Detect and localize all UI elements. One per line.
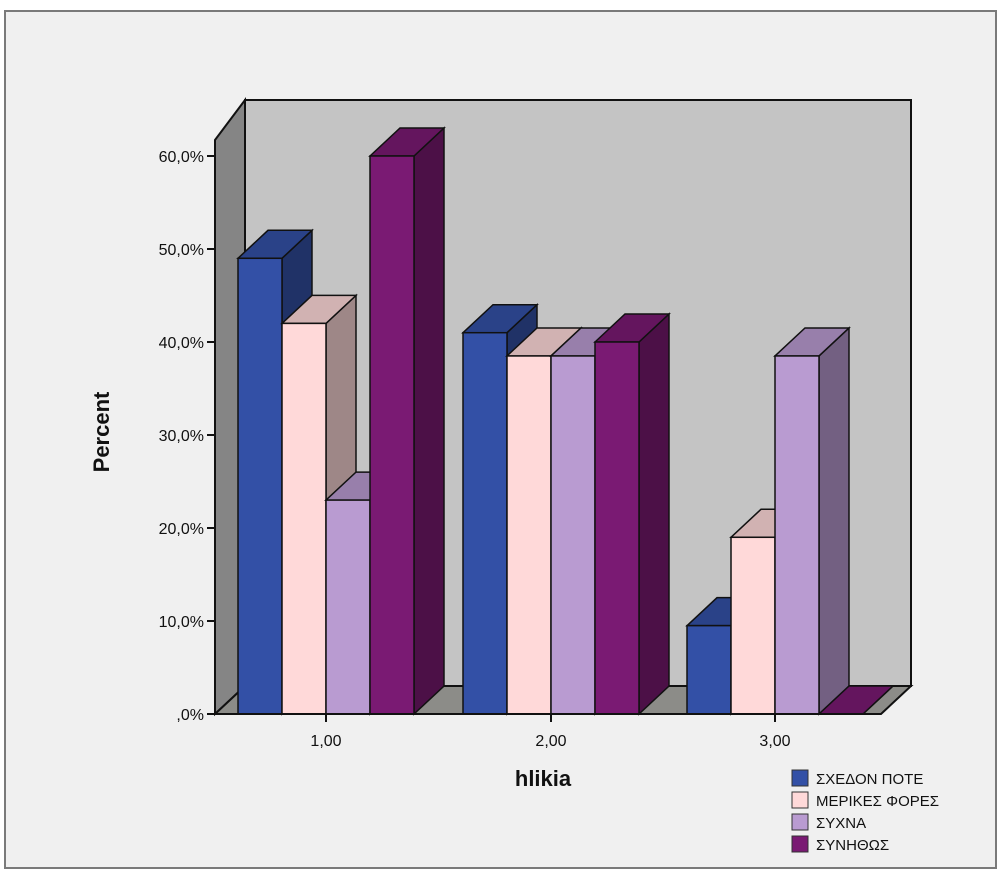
- y-tick-label: 30,0%: [159, 428, 204, 445]
- bar-side: [413, 126, 445, 716]
- x-tick-label: 2,00: [535, 733, 566, 750]
- legend-label: ΜΕΡΙΚΕΣ ΦΟΡΕΣ: [816, 793, 939, 810]
- bar: [593, 312, 671, 716]
- bar-front: [369, 155, 415, 715]
- chart-svg: ,0% 10,0% 20,0% 30,0% 40,0% 50,0% 60,0% 1,00 2,…: [89, 97, 939, 854]
- bar-front: [686, 624, 732, 715]
- bar-front: [325, 499, 371, 715]
- legend-label: ΣΥΧΝΑ: [816, 815, 866, 832]
- legend-swatch: [791, 813, 809, 831]
- y-tick-label: 60,0%: [159, 149, 204, 166]
- bar-side: [638, 312, 670, 716]
- bar-front: [281, 322, 327, 715]
- bar-front: [594, 341, 640, 715]
- y-tick-label: 50,0%: [159, 242, 204, 259]
- bars-group: [236, 126, 895, 716]
- y-axis-title: Percent: [89, 391, 114, 472]
- legend-label: ΣΥΝΗΘΩΣ: [816, 837, 889, 854]
- bar-side: [818, 326, 850, 716]
- legend: ΣΧΕΔΟΝ ΠΟΤΕ ΜΕΡΙΚΕΣ ΦΟΡΕΣ ΣΥΧΝΑ ΣΥΝΗΘΩΣ: [791, 769, 939, 854]
- x-axis: 1,00 2,00 3,00: [215, 713, 881, 750]
- x-tick-label: 1,00: [310, 733, 341, 750]
- bar-front: [550, 355, 596, 715]
- bar-front: [730, 536, 776, 715]
- bar: [773, 326, 851, 716]
- bar-front: [462, 331, 508, 715]
- y-tick-label: 20,0%: [159, 521, 204, 538]
- chart-frame: ,0% 10,0% 20,0% 30,0% 40,0% 50,0% 60,0% 1,00 2,…: [4, 10, 997, 869]
- bar: [368, 126, 446, 716]
- legend-label: ΣΧΕΔΟΝ ΠΟΤΕ: [816, 771, 923, 788]
- legend-swatch: [791, 835, 809, 853]
- x-axis-title: hlikia: [515, 766, 572, 791]
- legend-swatch: [791, 791, 809, 809]
- y-tick-label: 10,0%: [159, 614, 204, 631]
- y-tick-label: 40,0%: [159, 335, 204, 352]
- y-axis: ,0% 10,0% 20,0% 30,0% 40,0% 50,0% 60,0%: [159, 149, 216, 724]
- bar-front: [506, 355, 552, 715]
- bar-front: [774, 355, 820, 715]
- x-tick-label: 3,00: [759, 733, 790, 750]
- y-tick-label: ,0%: [176, 707, 204, 724]
- legend-swatch: [791, 769, 809, 787]
- bar-front: [237, 257, 283, 715]
